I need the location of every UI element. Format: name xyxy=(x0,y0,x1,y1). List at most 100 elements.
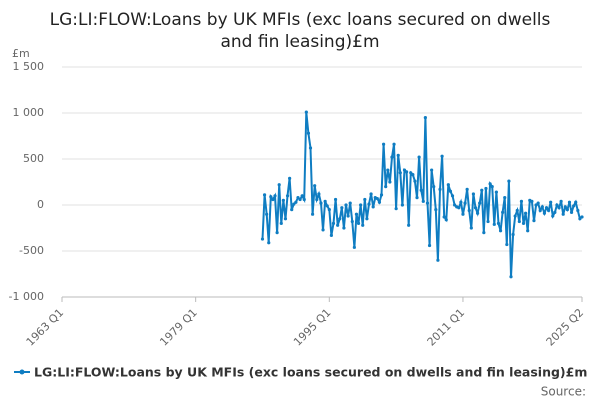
y-tick-label: -1 000 xyxy=(9,290,44,303)
point xyxy=(557,206,561,210)
point xyxy=(313,184,317,188)
point xyxy=(315,197,319,202)
y-tick-label: 0 xyxy=(37,198,44,211)
point xyxy=(396,153,400,157)
x-tick-label: 1995 Q1 xyxy=(291,306,334,349)
point xyxy=(327,208,331,212)
point xyxy=(354,212,359,216)
point xyxy=(580,215,584,219)
point xyxy=(453,203,457,207)
point xyxy=(546,208,551,213)
point xyxy=(329,233,333,237)
title-line: and fin leasing)£m xyxy=(220,32,379,52)
point xyxy=(296,196,300,200)
point xyxy=(275,231,279,235)
point xyxy=(549,200,553,204)
point xyxy=(404,170,409,174)
point xyxy=(384,185,388,189)
point xyxy=(457,206,461,210)
point xyxy=(417,155,421,159)
point xyxy=(519,199,524,203)
point xyxy=(484,186,488,191)
point xyxy=(532,219,536,223)
point xyxy=(267,241,271,245)
point xyxy=(465,187,469,191)
point xyxy=(333,197,338,202)
point xyxy=(561,212,565,216)
point xyxy=(338,217,342,221)
point xyxy=(446,183,450,187)
point xyxy=(398,171,402,175)
point xyxy=(544,206,549,210)
point xyxy=(565,208,569,212)
point xyxy=(365,217,369,221)
x-tick-label: 1963 Q1 xyxy=(24,306,67,349)
point xyxy=(344,203,348,207)
legend-marker xyxy=(19,369,25,375)
point xyxy=(459,200,463,204)
point xyxy=(467,208,471,213)
point xyxy=(306,131,311,135)
point xyxy=(563,205,567,209)
point xyxy=(302,197,306,202)
point xyxy=(269,195,273,199)
point xyxy=(569,210,574,214)
point xyxy=(348,201,352,205)
point xyxy=(448,189,453,193)
point xyxy=(574,200,578,204)
point xyxy=(434,208,438,212)
point xyxy=(513,214,517,218)
point xyxy=(530,199,534,203)
x-tick-label: 1979 Q1 xyxy=(157,306,200,349)
point xyxy=(542,211,547,215)
point xyxy=(492,222,496,226)
point xyxy=(367,202,371,206)
point xyxy=(342,226,346,230)
point xyxy=(325,204,329,208)
x-tick-label: 2025 Q2 xyxy=(544,306,587,349)
point xyxy=(419,188,423,192)
point xyxy=(292,202,296,206)
point xyxy=(438,187,442,191)
point xyxy=(300,194,304,198)
point xyxy=(505,242,509,247)
point xyxy=(288,176,292,180)
point xyxy=(478,201,482,205)
point xyxy=(363,197,367,202)
chart-title: LG:LI:FLOW:Loans by UK MFIs (exc loans s… xyxy=(50,10,551,52)
point xyxy=(304,110,308,114)
point xyxy=(369,192,373,196)
point xyxy=(515,208,519,213)
y-unit: £m xyxy=(12,47,30,60)
point xyxy=(336,223,340,227)
point xyxy=(392,142,396,146)
point xyxy=(521,221,526,225)
point xyxy=(421,199,425,203)
point xyxy=(553,210,557,214)
point xyxy=(285,194,290,198)
point xyxy=(572,204,576,208)
point xyxy=(423,116,427,120)
point xyxy=(425,201,430,205)
y-tick-label: -500 xyxy=(19,244,44,257)
point xyxy=(471,192,476,196)
y-tick-label: 1 000 xyxy=(13,106,45,119)
point xyxy=(402,168,407,172)
point xyxy=(361,223,365,227)
point xyxy=(507,179,511,183)
point xyxy=(273,194,277,198)
point xyxy=(524,211,528,215)
y-tick-label: 1 500 xyxy=(13,60,45,73)
point xyxy=(321,228,325,232)
point xyxy=(346,214,350,218)
legend-label: LG:LI:FLOW:Loans by UK MFIs (exc loans s… xyxy=(34,365,587,380)
point xyxy=(440,154,444,158)
point xyxy=(352,245,356,249)
point xyxy=(576,208,580,213)
point xyxy=(555,203,559,207)
point xyxy=(283,217,288,221)
source: Source: xyxy=(541,385,586,399)
point xyxy=(473,206,478,210)
point xyxy=(298,197,302,202)
point xyxy=(356,221,361,225)
